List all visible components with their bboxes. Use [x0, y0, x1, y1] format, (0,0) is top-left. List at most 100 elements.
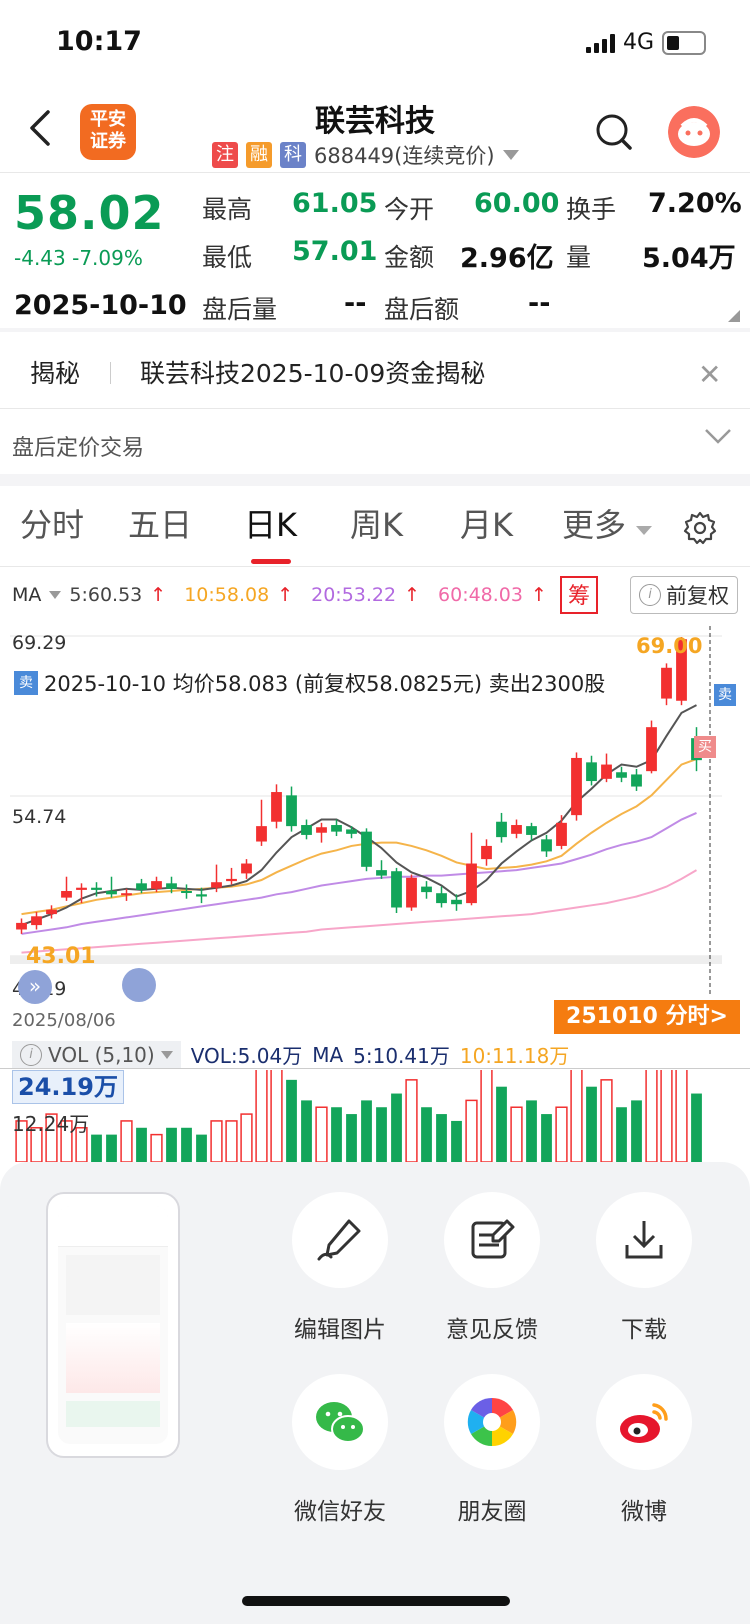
- divider: [0, 566, 750, 567]
- divider: [0, 1068, 750, 1069]
- candle-body: [226, 878, 237, 882]
- weibo-action[interactable]: 微博: [584, 1374, 704, 1526]
- chevron-down-icon[interactable]: [704, 426, 732, 446]
- candle-body: [136, 883, 147, 890]
- dropdown-icon: [160, 1050, 173, 1059]
- trade-tooltip: 卖 2025-10-10 均价58.083 (前复权58.0825元) 卖出23…: [14, 668, 606, 698]
- candle-body: [391, 871, 402, 908]
- volume-bar: [136, 1127, 147, 1162]
- screenshot-thumbnail[interactable]: [46, 1192, 180, 1458]
- news-label: 揭秘: [30, 359, 81, 388]
- candle-body: [361, 831, 372, 867]
- tab-daily-k[interactable]: 日K: [244, 506, 297, 544]
- edit-pen-icon: [317, 1219, 361, 1261]
- section-divider: [0, 474, 750, 486]
- candle-body: [46, 909, 57, 915]
- volume-bar: [30, 1127, 43, 1162]
- turnover-value: 7.20%: [648, 188, 742, 219]
- intraday-link-button[interactable]: 251010 分时>: [554, 1000, 740, 1034]
- volume-bar: [496, 1086, 507, 1162]
- search-icon[interactable]: [594, 112, 634, 152]
- volume-bar: [301, 1100, 312, 1162]
- volume-label: 量: [566, 243, 592, 272]
- volume-chart[interactable]: [10, 1070, 740, 1162]
- broker-logo[interactable]: 平安 证券: [80, 104, 136, 160]
- moments-icon: [467, 1397, 517, 1447]
- price-adjust-button[interactable]: i 前复权: [630, 576, 738, 614]
- kline-chart[interactable]: [10, 626, 740, 996]
- up-arrow-icon: ↑: [277, 584, 294, 606]
- expand-corner-icon[interactable]: [728, 310, 740, 322]
- edit-image-action[interactable]: 编辑图片: [280, 1192, 400, 1344]
- up-arrow-icon: ↑: [531, 584, 547, 606]
- tab-monthly-k[interactable]: 月K: [460, 506, 513, 544]
- back-button[interactable]: [26, 108, 56, 148]
- volume-bar: [660, 1070, 673, 1162]
- moments-action[interactable]: 朋友圈: [432, 1374, 552, 1526]
- up-arrow-icon: ↑: [404, 584, 421, 606]
- volume-bar: [465, 1099, 478, 1162]
- volume-bar: [510, 1106, 523, 1162]
- news-link[interactable]: 联芸科技2025-10-09资金揭秘: [140, 359, 486, 388]
- turnover-label: 换手: [566, 195, 617, 224]
- volume-indicator-select[interactable]: i VOL (5,10): [12, 1040, 181, 1069]
- candle-body: [241, 863, 252, 874]
- wechat-friend-action[interactable]: 微信好友: [280, 1374, 400, 1526]
- candle-body: [526, 826, 537, 835]
- ma20-line: [21, 812, 697, 935]
- afterhours-volume-value: --: [344, 288, 367, 319]
- ma-legend[interactable]: MA 5:60.53 ↑ 10:58.08 ↑ 20:53.22 ↑ 60:48.03…: [12, 584, 547, 606]
- candle-body: [616, 772, 627, 778]
- candle-body: [121, 893, 132, 896]
- start-date-label: 2025/08/06: [12, 1010, 116, 1031]
- volume-bar: [600, 1079, 613, 1162]
- current-price: 58.02: [14, 186, 165, 240]
- home-indicator: [242, 1596, 510, 1606]
- stock-code-status: 688449(连续竞价): [314, 144, 495, 168]
- candle-body: [256, 826, 267, 842]
- candle-body: [586, 762, 597, 782]
- candle-body: [76, 887, 87, 890]
- fullscreen-icon[interactable]: [122, 968, 156, 1002]
- volume-bar: [150, 1133, 163, 1162]
- low-price-marker: 43.01: [26, 944, 96, 969]
- candle-body: [466, 863, 477, 904]
- assistant-avatar-icon[interactable]: [668, 106, 720, 158]
- ma5-line: [21, 704, 697, 927]
- tab-intraday[interactable]: 分时: [20, 506, 85, 544]
- afterhours-trading-label[interactable]: 盘后定价交易: [12, 436, 145, 461]
- download-action[interactable]: 下载: [584, 1192, 704, 1344]
- weibo-icon: [620, 1403, 668, 1443]
- close-icon[interactable]: ✕: [698, 358, 722, 391]
- tab-weekly-k[interactable]: 周K: [350, 506, 403, 544]
- feedback-action[interactable]: 意见反馈: [432, 1192, 552, 1344]
- afterhours-amount-value: --: [528, 288, 551, 319]
- volume-bar: [645, 1070, 658, 1162]
- volume-bar: [315, 1106, 328, 1162]
- section-divider: [0, 328, 750, 332]
- tab-five-day[interactable]: 五日: [128, 506, 193, 544]
- tab-more[interactable]: 更多: [562, 500, 653, 546]
- sell-marker: 卖: [714, 684, 736, 706]
- volume-bar: [91, 1134, 102, 1162]
- candle-body: [481, 845, 492, 860]
- volume-bar: [361, 1100, 372, 1162]
- volume-value: 5.04万: [642, 243, 736, 274]
- candle-body: [541, 839, 552, 852]
- high-value: 61.05: [292, 188, 378, 219]
- candle-body: [316, 827, 327, 833]
- candle-body: [331, 825, 342, 832]
- open-label: 今开: [384, 195, 435, 224]
- candle-body: [196, 894, 207, 897]
- chip-distribution-button[interactable]: 筹: [560, 576, 598, 614]
- stock-code-row[interactable]: 注 融 科 688449(连续竞价): [212, 140, 519, 170]
- volume-bar: [210, 1120, 223, 1162]
- candle-body: [421, 886, 432, 893]
- candle-body: [301, 825, 312, 835]
- gear-icon[interactable]: [682, 510, 718, 546]
- volume-ma-label: MA: [312, 1042, 344, 1067]
- buy-marker: 买: [694, 736, 716, 758]
- volume-mid-label: 12.24万: [12, 1112, 90, 1136]
- candle-body: [496, 821, 507, 838]
- fast-forward-icon[interactable]: »: [18, 970, 52, 1004]
